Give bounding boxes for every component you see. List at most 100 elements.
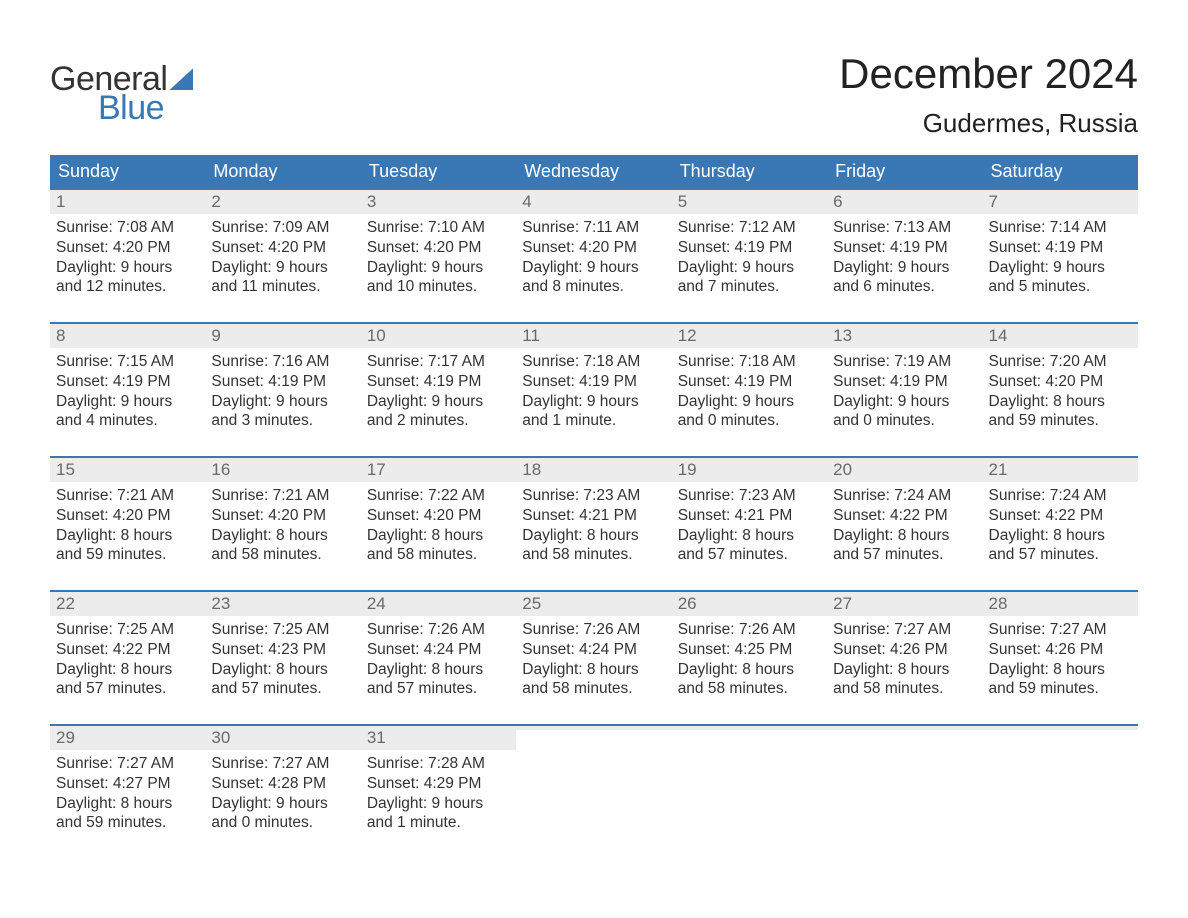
day-cell: 8Sunrise: 7:15 AMSunset: 4:19 PMDaylight…: [50, 324, 205, 442]
daylight-line-1: Daylight: 9 hours: [211, 392, 354, 412]
day-cell: 9 Sunrise: 7:16 AMSunset: 4:19 PMDaylight…: [205, 324, 360, 442]
day-cell: 13Sunrise: 7:19 AMSunset: 4:19 PMDayligh…: [827, 324, 982, 442]
sunrise-text: Sunrise: 7:22 AM: [367, 486, 510, 506]
daylight-line-2: and 1 minute.: [522, 411, 665, 431]
day-body: Sunrise: 7:27 AMSunset: 4:26 PMDaylight:…: [827, 616, 982, 703]
day-cell: 24 Sunrise: 7:26 AMSunset: 4:24 PMDayligh…: [361, 592, 516, 710]
daylight-line-1: Daylight: 9 hours: [367, 392, 510, 412]
day-number: 1: [56, 192, 65, 211]
sunrise-text: Sunrise: 7:14 AM: [989, 218, 1132, 238]
day-number: 26: [678, 594, 697, 613]
daylight-line-2: and 6 minutes.: [833, 277, 976, 297]
day-cell: 29Sunrise: 7:27 AMSunset: 4:27 PMDayligh…: [50, 726, 205, 844]
sunrise-text: Sunrise: 7:08 AM: [56, 218, 199, 238]
day-body: Sunrise: 7:13 AMSunset: 4:19 PMDaylight:…: [827, 214, 982, 301]
day-number-row: [516, 726, 671, 730]
daylight-line-1: Daylight: 8 hours: [989, 392, 1132, 412]
day-number-row: 24: [361, 592, 516, 616]
weekday-monday: Monday: [205, 155, 360, 188]
day-number-row: 20: [827, 458, 982, 482]
sunrise-text: Sunrise: 7:27 AM: [989, 620, 1132, 640]
day-cell: 10Sunrise: 7:17 AMSunset: 4:19 PMDayligh…: [361, 324, 516, 442]
sunset-text: Sunset: 4:19 PM: [211, 372, 354, 392]
sunset-text: Sunset: 4:25 PM: [678, 640, 821, 660]
sunset-text: Sunset: 4:20 PM: [989, 372, 1132, 392]
day-body: Sunrise: 7:17 AMSunset: 4:19 PMDaylight:…: [361, 348, 516, 435]
daylight-line-1: Daylight: 8 hours: [833, 526, 976, 546]
day-number: 29: [56, 728, 75, 747]
day-cell: 17Sunrise: 7:22 AMSunset: 4:20 PMDayligh…: [361, 458, 516, 576]
daylight-line-1: Daylight: 8 hours: [989, 660, 1132, 680]
day-number: 9: [211, 326, 220, 345]
day-number: 13: [833, 326, 852, 345]
daylight-line-1: Daylight: 9 hours: [367, 258, 510, 278]
daylight-line-1: Daylight: 9 hours: [833, 392, 976, 412]
day-number-row: [983, 726, 1138, 730]
day-cell: 11Sunrise: 7:18 AMSunset: 4:19 PMDayligh…: [516, 324, 671, 442]
day-cell: 30Sunrise: 7:27 AMSunset: 4:28 PMDayligh…: [205, 726, 360, 844]
day-cell: 18Sunrise: 7:23 AMSunset: 4:21 PMDayligh…: [516, 458, 671, 576]
sunset-text: Sunset: 4:24 PM: [367, 640, 510, 660]
sunset-text: Sunset: 4:21 PM: [522, 506, 665, 526]
daylight-line-2: and 12 minutes.: [56, 277, 199, 297]
sunrise-text: Sunrise: 7:10 AM: [367, 218, 510, 238]
day-body: Sunrise: 7:21 AMSunset: 4:20 PMDaylight:…: [205, 482, 360, 569]
daylight-line-1: Daylight: 8 hours: [56, 794, 199, 814]
daylight-line-2: and 1 minute.: [367, 813, 510, 833]
weekday-row: Sunday Monday Tuesday Wednesday Thursday…: [50, 155, 1138, 188]
daylight-line-2: and 58 minutes.: [833, 679, 976, 699]
daylight-line-2: and 58 minutes.: [522, 679, 665, 699]
sunset-text: Sunset: 4:23 PM: [211, 640, 354, 660]
sail-icon: [169, 68, 193, 90]
daylight-line-1: Daylight: 9 hours: [833, 258, 976, 278]
daylight-line-1: Daylight: 9 hours: [211, 258, 354, 278]
weekday-wednesday: Wednesday: [516, 155, 671, 188]
weekday-friday: Friday: [827, 155, 982, 188]
sunset-text: Sunset: 4:19 PM: [678, 372, 821, 392]
daylight-line-2: and 2 minutes.: [367, 411, 510, 431]
daylight-line-2: and 57 minutes.: [56, 679, 199, 699]
daylight-line-2: and 59 minutes.: [56, 545, 199, 565]
daylight-line-2: and 3 minutes.: [211, 411, 354, 431]
day-number-row: 3: [361, 190, 516, 214]
sunrise-text: Sunrise: 7:27 AM: [211, 754, 354, 774]
sunrise-text: Sunrise: 7:21 AM: [211, 486, 354, 506]
day-number: 2: [211, 192, 220, 211]
week-row: 29Sunrise: 7:27 AMSunset: 4:27 PMDayligh…: [50, 724, 1138, 844]
daylight-line-2: and 58 minutes.: [678, 679, 821, 699]
day-number-row: 6: [827, 190, 982, 214]
weekday-saturday: Saturday: [983, 155, 1138, 188]
day-cell: 22Sunrise: 7:25 AMSunset: 4:22 PMDayligh…: [50, 592, 205, 710]
sunrise-text: Sunrise: 7:27 AM: [833, 620, 976, 640]
day-number-row: 17: [361, 458, 516, 482]
day-cell: 16 Sunrise: 7:21 AMSunset: 4:20 PMDayligh…: [205, 458, 360, 576]
day-cell: 21Sunrise: 7:24 AMSunset: 4:22 PMDayligh…: [983, 458, 1138, 576]
sunrise-text: Sunrise: 7:17 AM: [367, 352, 510, 372]
day-number: 23: [211, 594, 230, 613]
sunrise-text: Sunrise: 7:26 AM: [522, 620, 665, 640]
daylight-line-1: Daylight: 8 hours: [211, 526, 354, 546]
logo: General Blue: [50, 60, 193, 128]
sunrise-text: Sunrise: 7:28 AM: [367, 754, 510, 774]
day-number-row: 11: [516, 324, 671, 348]
sunrise-text: Sunrise: 7:19 AM: [833, 352, 976, 372]
day-body: Sunrise: 7:26 AMSunset: 4:24 PMDaylight:…: [361, 616, 516, 703]
day-body: Sunrise: 7:16 AMSunset: 4:19 PMDaylight:…: [205, 348, 360, 435]
sunset-text: Sunset: 4:28 PM: [211, 774, 354, 794]
day-number: 16: [211, 460, 230, 479]
day-cell: 6Sunrise: 7:13 AMSunset: 4:19 PMDaylight…: [827, 190, 982, 308]
daylight-line-2: and 57 minutes.: [211, 679, 354, 699]
day-number: 24: [367, 594, 386, 613]
day-number-row: 10: [361, 324, 516, 348]
day-cell: 5Sunrise: 7:12 AMSunset: 4:19 PMDaylight…: [672, 190, 827, 308]
daylight-line-1: Daylight: 8 hours: [367, 660, 510, 680]
day-number: 19: [678, 460, 697, 479]
day-number-row: 19: [672, 458, 827, 482]
day-body: Sunrise: 7:27 AMSunset: 4:28 PMDaylight:…: [205, 750, 360, 837]
day-number-row: 23: [205, 592, 360, 616]
day-body: Sunrise: 7:24 AMSunset: 4:22 PMDaylight:…: [827, 482, 982, 569]
sunset-text: Sunset: 4:19 PM: [56, 372, 199, 392]
day-cell: 12Sunrise: 7:18 AMSunset: 4:19 PMDayligh…: [672, 324, 827, 442]
day-body: Sunrise: 7:10 AMSunset: 4:20 PMDaylight:…: [361, 214, 516, 301]
day-number-row: 18: [516, 458, 671, 482]
